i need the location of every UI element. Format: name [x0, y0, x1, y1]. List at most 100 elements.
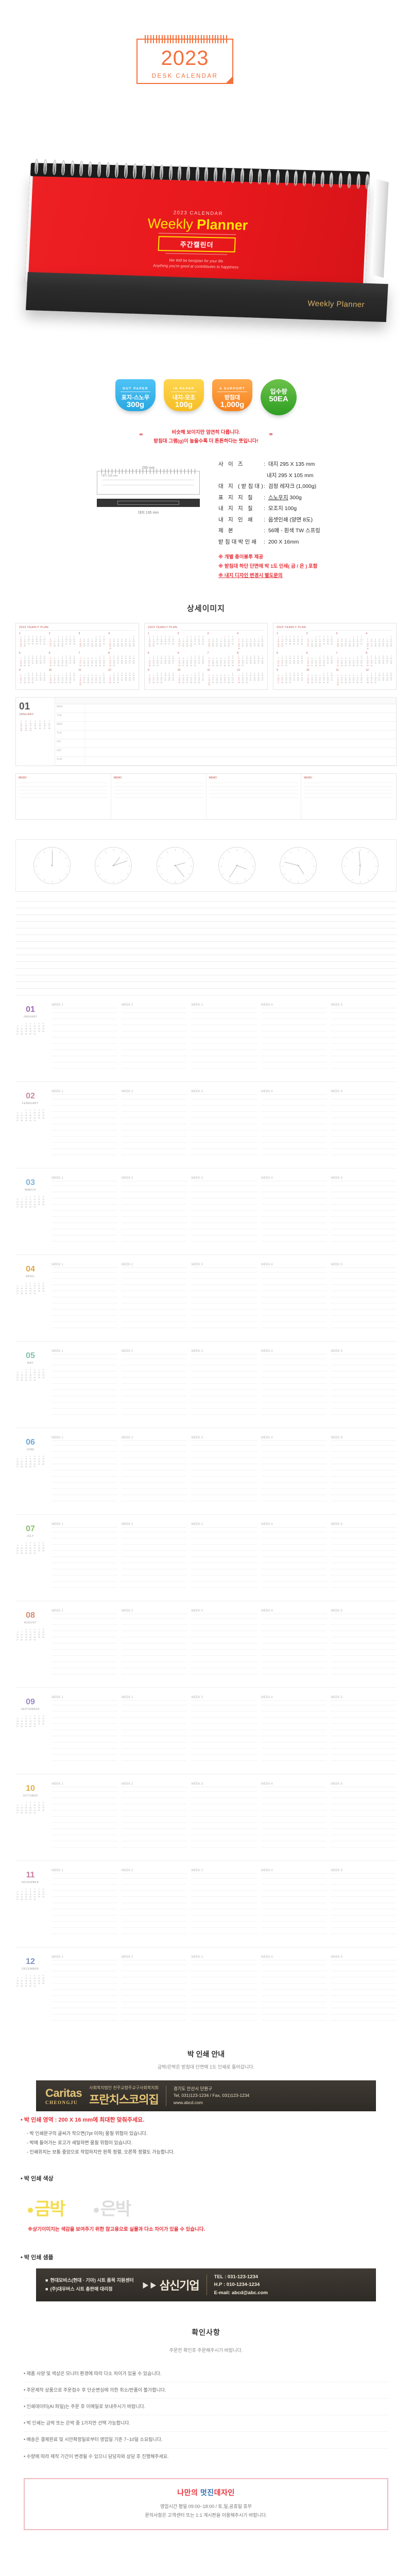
mini-day: 1 [20, 636, 22, 638]
clock-tick [220, 866, 222, 867]
mini-day: 19 [220, 679, 222, 682]
month-name: FEBRUARY [22, 1102, 39, 1106]
mini-day: 26 [83, 645, 85, 648]
month-mini-calendar: 1 2 3 4 5 6 7 8 9 10 11 12 13 14 15 16 17 18 19 20 21 22 23 24 2… [15, 1888, 45, 1901]
spec-row-foil: 받침대박인쇄: 200 X 16mm [218, 537, 320, 548]
mini-day: 24 [164, 679, 166, 682]
badge-cap: IN PAPER [171, 387, 197, 392]
mini-day-blank [281, 672, 284, 674]
month-writing-rows [261, 1791, 327, 1848]
mini-day: 11 [87, 676, 89, 679]
mini-day: 1 [21, 720, 22, 723]
mini-day-grid: 1 2 3 4 5 6 7 8 9 10 11 12 13 14 15 16 17 18 19 20 21 22 23 24 2… [336, 655, 364, 667]
mini-day: 21 [319, 679, 321, 682]
mini-month: 5 1 2 3 4 5 6 7 8 9 10 11 12 13 14 15 16 17 18 19 20 21 22 23 24… [148, 652, 175, 667]
mini-day: 20 [261, 676, 264, 679]
mini-day: 28 [21, 1292, 23, 1295]
mini-day: 17 [65, 640, 67, 643]
mini-day: 31 [33, 1032, 36, 1035]
mini-day: 5 [301, 672, 303, 674]
mini-day-blank [15, 1369, 20, 1371]
mini-day: 11 [178, 676, 180, 679]
mini-day: 7 [129, 638, 130, 640]
mini-day: 30 [289, 681, 291, 684]
mini-day: 6 [345, 638, 347, 640]
mini-month-grid: 1 1 2 3 4 5 6 7 8 9 10 11 12 13 14 15 16 17 18 19 20 21 22 23 24… [19, 632, 135, 686]
spread-day-label: WED [55, 722, 85, 731]
mini-day: 18 [31, 640, 34, 643]
mini-day: 12 [39, 657, 42, 660]
month-writing-rows [331, 1185, 397, 1242]
mini-day: 1 [323, 672, 324, 674]
mini-day: 14 [132, 657, 135, 660]
month-week-label: WEEK 1 [52, 1869, 63, 1873]
clock-hand [298, 865, 304, 875]
mini-day: 27 [20, 681, 22, 684]
month-writing-rows [121, 1012, 187, 1069]
mini-day: 5 [212, 638, 214, 640]
mini-day-blank [336, 655, 340, 657]
mini-day: 22 [25, 1030, 27, 1032]
mini-day: 2 [24, 636, 26, 638]
mini-day: 29 [186, 645, 188, 648]
mini-day-blank [120, 636, 124, 638]
month-writing-rows [191, 1445, 257, 1502]
mini-day: 3 [371, 638, 372, 640]
month-week-label: WEEK 2 [121, 1956, 133, 1959]
mini-day: 12 [73, 638, 75, 640]
mini-day: 28 [190, 681, 192, 684]
mini-day: 24 [27, 642, 30, 645]
mini-day: 22 [242, 679, 244, 682]
mini-day: 7 [58, 657, 59, 660]
mini-day: 19 [42, 1979, 44, 1982]
mini-day: 12 [386, 674, 388, 677]
mini-day: 5 [220, 674, 221, 677]
mini-day: 28 [21, 1379, 23, 1381]
mini-day: 29 [285, 681, 287, 684]
clock-face-icon [157, 847, 194, 885]
mini-day: 16 [29, 1460, 31, 1463]
mini-month: 7 1 2 3 4 5 6 7 8 9 10 11 12 13 14 15 16 17 18 19 20 21 22 23 24… [336, 652, 364, 667]
mini-day: 10 [242, 640, 244, 643]
mini-day: 3 [34, 1629, 36, 1631]
month-week-column: WEEK 3 [191, 1696, 257, 1767]
mini-day: 5 [43, 1975, 44, 1977]
mini-day: 23 [29, 1203, 31, 1206]
mini-day-blank [344, 636, 348, 638]
mini-day: 2 [246, 672, 247, 674]
mini-day: 16 [109, 642, 111, 645]
month-week-column: WEEK 1 [52, 1609, 117, 1680]
mini-day: 12 [42, 1631, 44, 1633]
mini-day: 22 [61, 662, 63, 665]
mini-day: 5 [258, 672, 259, 674]
mini-day: 28 [349, 645, 351, 648]
mini-day: 7 [357, 674, 358, 677]
mini-day: 23 [190, 642, 192, 645]
mini-day: 22 [102, 679, 105, 682]
mini-day: 28 [186, 664, 188, 667]
clock-tick [373, 857, 375, 859]
mini-day-blank [185, 672, 189, 674]
mini-day: 13 [16, 1460, 19, 1463]
mini-day: 12 [258, 674, 260, 677]
month-block: 08 AUGUST 1 2 3 4 5 6 7 8 9 10 11 12 13 14 15 16 17 18 19 20 2… [15, 1601, 397, 1687]
clock-tick [313, 866, 316, 867]
mini-day: 2 [103, 655, 105, 657]
mini-day: 1 [228, 655, 229, 657]
mini-day: 16 [246, 676, 248, 679]
mini-day: 10 [156, 638, 159, 640]
mini-day: 8 [191, 657, 192, 660]
mini-day: 24 [73, 679, 75, 682]
spread-writing-area [85, 704, 396, 713]
ruled-lines-preview [15, 901, 397, 989]
clock-tick [306, 851, 307, 854]
mini-day: 28 [319, 681, 321, 684]
mini-day: 29 [148, 645, 151, 648]
mini-day: 26 [42, 1030, 44, 1032]
mini-day: 19 [301, 676, 303, 679]
mini-day-blank [20, 1455, 24, 1458]
mini-day-blank [20, 1023, 24, 1025]
mini-day: 17 [208, 662, 210, 665]
month-week-column: WEEK 5 [331, 1696, 397, 1767]
mini-day: 23 [117, 679, 119, 682]
